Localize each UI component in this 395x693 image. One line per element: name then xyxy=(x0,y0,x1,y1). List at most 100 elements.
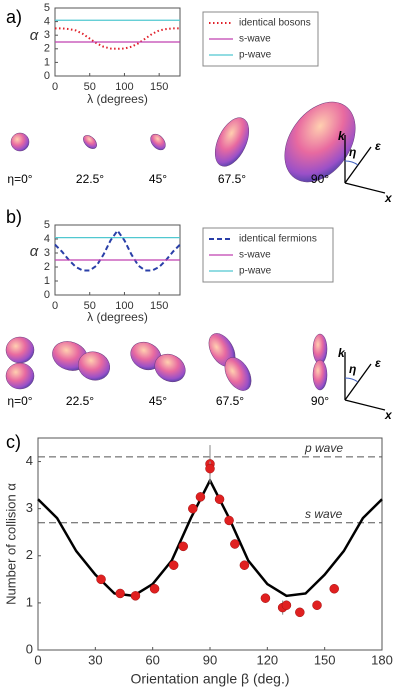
y-tick-label: 2 xyxy=(44,43,50,55)
panel-label: b) xyxy=(6,207,22,227)
angle-label: 67.5° xyxy=(218,172,246,186)
angle-label: 22.5° xyxy=(66,394,94,408)
x-axis-label: Orientation angle β (deg.) xyxy=(130,671,289,687)
data-point xyxy=(205,463,215,474)
legend-label: identical bosons xyxy=(239,18,311,29)
eta-arc xyxy=(344,160,359,166)
legend-label: s-wave xyxy=(239,34,271,45)
angle-label: 67.5° xyxy=(216,394,244,408)
angle-label: 22.5° xyxy=(76,172,104,186)
series-line xyxy=(54,228,181,272)
panel-label: a) xyxy=(6,7,22,27)
data-point xyxy=(239,560,250,570)
orbital-shape xyxy=(312,359,328,391)
axis-symbol: x xyxy=(384,408,393,422)
data-point xyxy=(96,574,106,585)
y-tick-label: 1 xyxy=(44,275,50,287)
reference-label: p wave xyxy=(304,441,343,455)
y-axis-label: α xyxy=(30,27,39,44)
orbital-shape xyxy=(77,351,111,381)
orbital-shape xyxy=(10,132,30,152)
legend-label: s-wave xyxy=(239,250,271,261)
y-axis-label: Number of collision α xyxy=(3,483,18,605)
axis-symbol: η xyxy=(349,362,356,376)
y-tick-label: 2 xyxy=(44,261,50,273)
orbital-shape xyxy=(5,336,35,364)
y-tick-label: 4 xyxy=(44,16,50,28)
orbital-shape xyxy=(5,362,35,390)
orbital-shape xyxy=(224,357,252,391)
y-axis-label: α xyxy=(30,243,39,260)
angle-label: η=0° xyxy=(7,394,32,408)
y-tick-label: 2 xyxy=(26,547,33,562)
y-tick-label: 0 xyxy=(44,70,50,82)
y-tick-label: 5 xyxy=(44,219,50,231)
axis-symbol: k xyxy=(338,129,346,143)
x-tick-label: 100 xyxy=(115,81,133,93)
axis-symbol: ε xyxy=(375,356,381,370)
angle-label: 45° xyxy=(149,172,167,186)
legend-label: p-wave xyxy=(239,50,272,61)
orbital-shape xyxy=(150,133,166,151)
data-point xyxy=(295,607,305,618)
x-tick-label: 0 xyxy=(34,652,41,667)
x-tick-label: 50 xyxy=(84,300,96,312)
x-tick-label: 150 xyxy=(150,300,168,312)
data-point xyxy=(281,600,292,610)
x-axis-label: λ (degrees) xyxy=(87,310,148,324)
series-line xyxy=(55,27,180,50)
x-tick-label: 0 xyxy=(52,300,58,312)
y-tick-label: 3 xyxy=(26,500,33,515)
angle-label: 90° xyxy=(311,172,329,186)
y-tick-label: 4 xyxy=(26,453,33,468)
axis-symbol: x xyxy=(384,191,393,205)
axis-symbol: η xyxy=(349,145,356,159)
data-point xyxy=(230,539,240,549)
x-tick-label: 60 xyxy=(145,652,159,667)
orbital-shape xyxy=(214,117,250,167)
orbital-shape xyxy=(154,353,186,383)
data-point xyxy=(214,494,225,504)
legend-label: identical fermions xyxy=(239,234,317,245)
angle-label: 90° xyxy=(311,394,329,408)
y-tick-label: 3 xyxy=(44,29,50,41)
angle-label: η=0° xyxy=(7,172,32,186)
axis-symbol: k xyxy=(338,346,346,360)
orbital-shape xyxy=(83,135,97,149)
y-tick-label: 4 xyxy=(44,233,50,245)
x-tick-label: 90 xyxy=(203,652,217,667)
data-point xyxy=(115,588,125,599)
data-point xyxy=(260,593,271,603)
orbital-shape xyxy=(312,333,328,365)
x-tick-label: 180 xyxy=(371,652,393,667)
y-tick-label: 3 xyxy=(44,247,50,259)
x-axis-label: λ (degrees) xyxy=(87,92,148,106)
legend-label: p-wave xyxy=(239,266,272,277)
x-tick-label: 50 xyxy=(84,81,96,93)
panel-label: c) xyxy=(6,432,21,452)
x-tick-label: 30 xyxy=(88,652,102,667)
x-tick-label: 150 xyxy=(150,81,168,93)
axis-x xyxy=(344,182,386,194)
y-tick-label: 1 xyxy=(26,594,33,609)
data-point xyxy=(149,584,160,594)
data-point xyxy=(168,560,179,570)
reference-label: s wave xyxy=(305,507,343,521)
x-tick-label: 100 xyxy=(115,300,133,312)
axis-x xyxy=(344,399,386,411)
data-point xyxy=(178,541,188,552)
y-tick-label: 1 xyxy=(44,56,50,68)
data-point xyxy=(130,591,141,601)
data-point xyxy=(188,503,198,514)
data-point xyxy=(224,515,234,526)
data-point xyxy=(312,600,322,610)
y-tick-label: 5 xyxy=(44,2,50,14)
y-tick-label: 0 xyxy=(44,289,50,301)
eta-arc xyxy=(344,377,359,383)
data-point xyxy=(329,584,339,594)
data-point xyxy=(195,492,206,502)
x-tick-label: 120 xyxy=(256,652,278,667)
x-tick-label: 150 xyxy=(314,652,336,667)
x-tick-label: 0 xyxy=(52,81,58,93)
